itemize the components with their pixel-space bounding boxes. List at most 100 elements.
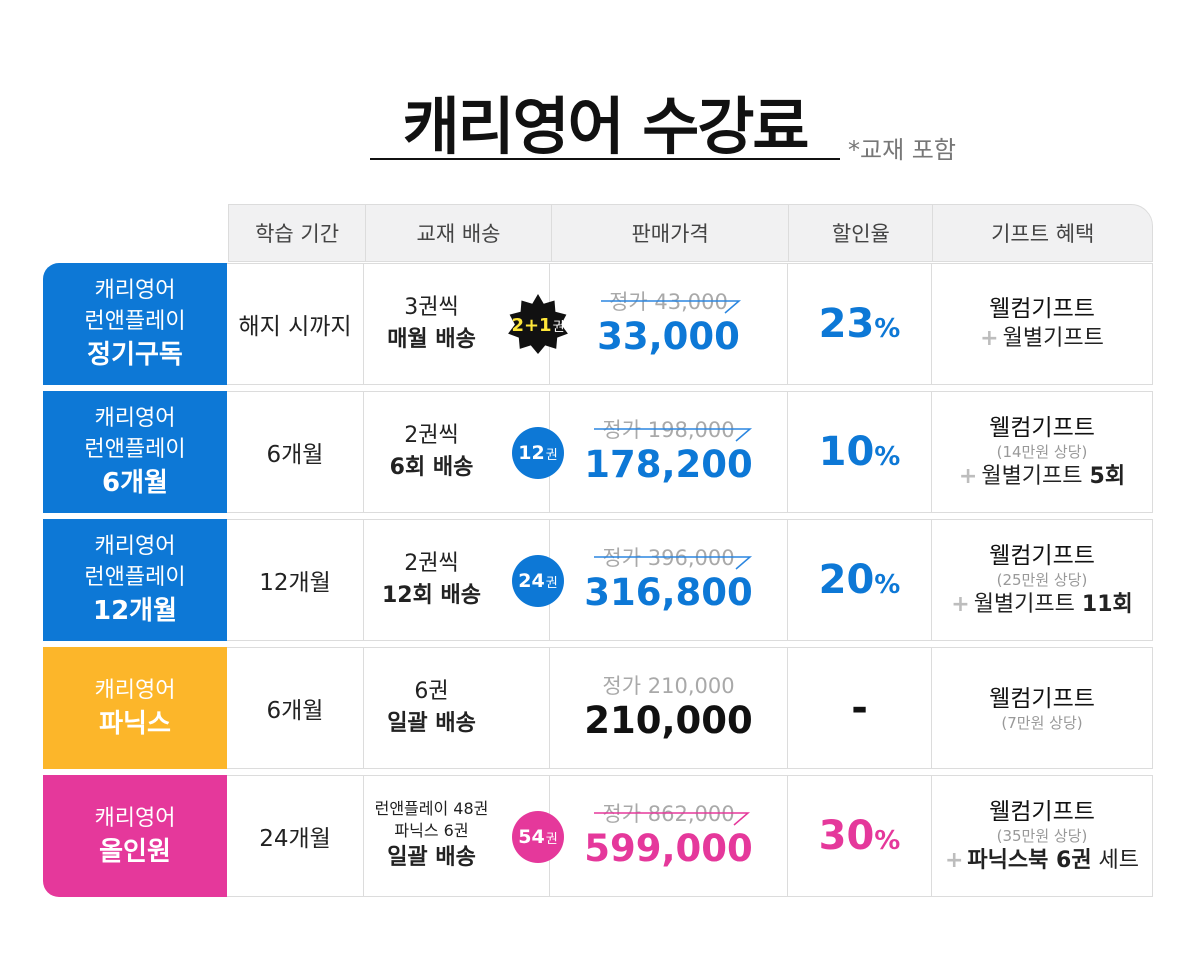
shipping-qty: 6권 (414, 679, 449, 704)
row-cells: 6개월 2권씩 6회 배송 12 권 정가 198,000 178,200 10%… (227, 391, 1153, 513)
original-price: 정가 396,000 (594, 545, 753, 571)
original-price-text: 정가 396,000 (602, 546, 735, 570)
sale-price: 178,200 (584, 443, 753, 486)
original-price-text: 정가 43,000 (609, 290, 728, 314)
table-header: 학습 기간 교재 배송 판매가격 할인율 기프트 혜택 (228, 204, 1153, 262)
price-cell: 정가 862,000 599,000 (550, 776, 788, 896)
price-cell: 정가 210,000 210,000 (550, 648, 788, 768)
header-period: 학습 기간 (229, 205, 367, 261)
plan-brand: 캐리영어 (94, 677, 176, 703)
shipping-text: 2권씩 6회 배송 (364, 392, 499, 512)
shipping-cell: 2권씩 12회 배송 24 권 (364, 520, 564, 640)
discount-value: - (851, 685, 868, 731)
gift-cell: 웰컴기프트 (14만원 상당) + 월별기프트 5회 (932, 392, 1152, 512)
gift-monthly-text: 월별기프트 (981, 463, 1083, 489)
sale-price: 599,000 (584, 827, 753, 870)
discount-unit: % (874, 570, 901, 600)
header-shipping: 교재 배송 (366, 205, 552, 261)
period-value: 해지 시까지 (238, 314, 352, 340)
plan-name: 6개월 (102, 468, 168, 498)
original-price-text: 정가 198,000 (602, 418, 735, 442)
shipping-item-1: 런앤플레이 48권 (374, 799, 489, 818)
gift-bonus: + 파닉스북 6권 세트 (945, 846, 1139, 876)
page-title: 캐리영어 수강료 (402, 90, 810, 163)
gift-welcome: 웰컴기프트 (989, 685, 1095, 712)
shipping-schedule: 12회 배송 (382, 583, 481, 608)
shipping-qty: 3권씩 (404, 295, 459, 320)
badge-unit: 권 (552, 319, 565, 335)
shipping-cell: 6권 일괄 배송 (364, 648, 550, 768)
period-cell: 12개월 (227, 520, 364, 640)
original-price: 정가 43,000 (601, 289, 742, 315)
discount-cell: - (788, 648, 932, 768)
period-cell: 6개월 (227, 648, 364, 768)
gift-bonus-tail: 세트 (1091, 847, 1140, 873)
shipping-item-2: 파닉스 6권 (394, 821, 469, 840)
period-cell: 24개월 (227, 776, 364, 896)
shipping-schedule: 6회 배송 (389, 455, 474, 480)
row-cells: 6개월 6권 일괄 배송 정가 210,000 210,000 - 웰컴기프트 … (227, 647, 1153, 769)
gift-monthly-count: 11회 (1081, 591, 1133, 617)
shipping-qty: 2권씩 (404, 423, 459, 448)
original-price: 정가 862,000 (594, 801, 751, 827)
gift-monthly: + 월별기프트 (980, 324, 1104, 354)
discount-cell: 23% (788, 264, 932, 384)
plan-name: 올인원 (99, 836, 171, 867)
table-row: 캐리영어 파닉스 6개월 6권 일괄 배송 정가 210,000 210,000… (43, 647, 1153, 769)
plan-label: 캐리영어 런앤플레이 6개월 (43, 391, 227, 513)
burst-badge-icon (508, 294, 568, 354)
shipping-cell: 런앤플레이 48권 파닉스 6권 일괄 배송 54 권 (364, 776, 564, 896)
shipping-schedule: 일괄 배송 (387, 711, 476, 736)
gift-welcome: 웰컴기프트 (989, 542, 1095, 569)
badge-number: 12 (518, 442, 545, 464)
plan-series: 런앤플레이 (84, 437, 186, 462)
shipping-text: 런앤플레이 48권 파닉스 6권 일괄 배송 (364, 776, 499, 896)
title-note: *교재 포함 (848, 136, 956, 164)
discount-cell: 10% (788, 392, 932, 512)
strike-line (594, 428, 753, 442)
plan-label: 캐리영어 올인원 (43, 775, 227, 897)
gift-monthly: + 월별기프트 5회 (959, 462, 1125, 492)
plus-icon: + (980, 326, 999, 351)
gift-welcome: 웰컴기프트 (989, 414, 1095, 441)
strike-line (594, 556, 753, 570)
shipping-schedule: 일괄 배송 (387, 845, 476, 870)
discount-rate: 20% (819, 557, 901, 603)
discount-cell: 30% (788, 776, 932, 896)
plan-brand: 캐리영어 (94, 534, 176, 559)
discount-unit: % (874, 826, 901, 856)
plus-icon: + (958, 463, 978, 489)
gift-welcome: 웰컴기프트 (989, 798, 1095, 825)
badge-unit: 권 (545, 575, 558, 591)
discount-value: 10 (818, 429, 875, 475)
plan-brand: 캐리영어 (94, 406, 176, 431)
book-count-badge: 24 권 (512, 555, 564, 607)
shipping-cell: 3권씩 매월 배송 2+1 권 (364, 264, 568, 384)
gift-cell: 웰컴기프트 (25만원 상당) + 월별기프트 11회 (932, 520, 1152, 640)
discount-value: 30 (818, 813, 875, 859)
shipping-cell: 2권씩 6회 배송 12 권 (364, 392, 564, 512)
price-cell: 정가 396,000 316,800 (550, 520, 788, 640)
header-price: 판매가격 (552, 205, 790, 261)
plan-brand: 캐리영어 (94, 278, 176, 303)
strike-line (601, 300, 742, 314)
table-row: 캐리영어 런앤플레이 정기구독 해지 시까지 3권씩 매월 배송 2+1 권 정가… (43, 263, 1153, 385)
shipping-text: 6권 일괄 배송 (364, 648, 499, 768)
plan-label: 캐리영어 런앤플레이 정기구독 (43, 263, 227, 385)
header-discount: 할인율 (789, 205, 934, 261)
row-cells: 12개월 2권씩 12회 배송 24 권 정가 396,000 316,800 2… (227, 519, 1153, 641)
gift-welcome: 웰컴기프트 (989, 296, 1095, 322)
discount-rate: 23% (819, 301, 901, 347)
plan-series: 런앤플레이 (84, 309, 186, 334)
gift-cell: 웰컴기프트 + 월별기프트 (932, 264, 1152, 384)
shipping-text: 2권씩 12회 배송 (364, 520, 499, 640)
gift-value-note: (14만원 상당) (996, 442, 1088, 461)
strike-line (594, 812, 751, 826)
shipping-qty: 2권씩 (404, 551, 459, 576)
period-value: 6개월 (266, 442, 324, 468)
plan-name: 12개월 (92, 596, 178, 626)
discount-unit: % (874, 442, 901, 472)
plan-name: 정기구독 (87, 340, 183, 370)
table-row: 캐리영어 런앤플레이 12개월 12개월 2권씩 12회 배송 24 권 정가 3… (43, 519, 1153, 641)
plus-icon: + (951, 591, 970, 617)
